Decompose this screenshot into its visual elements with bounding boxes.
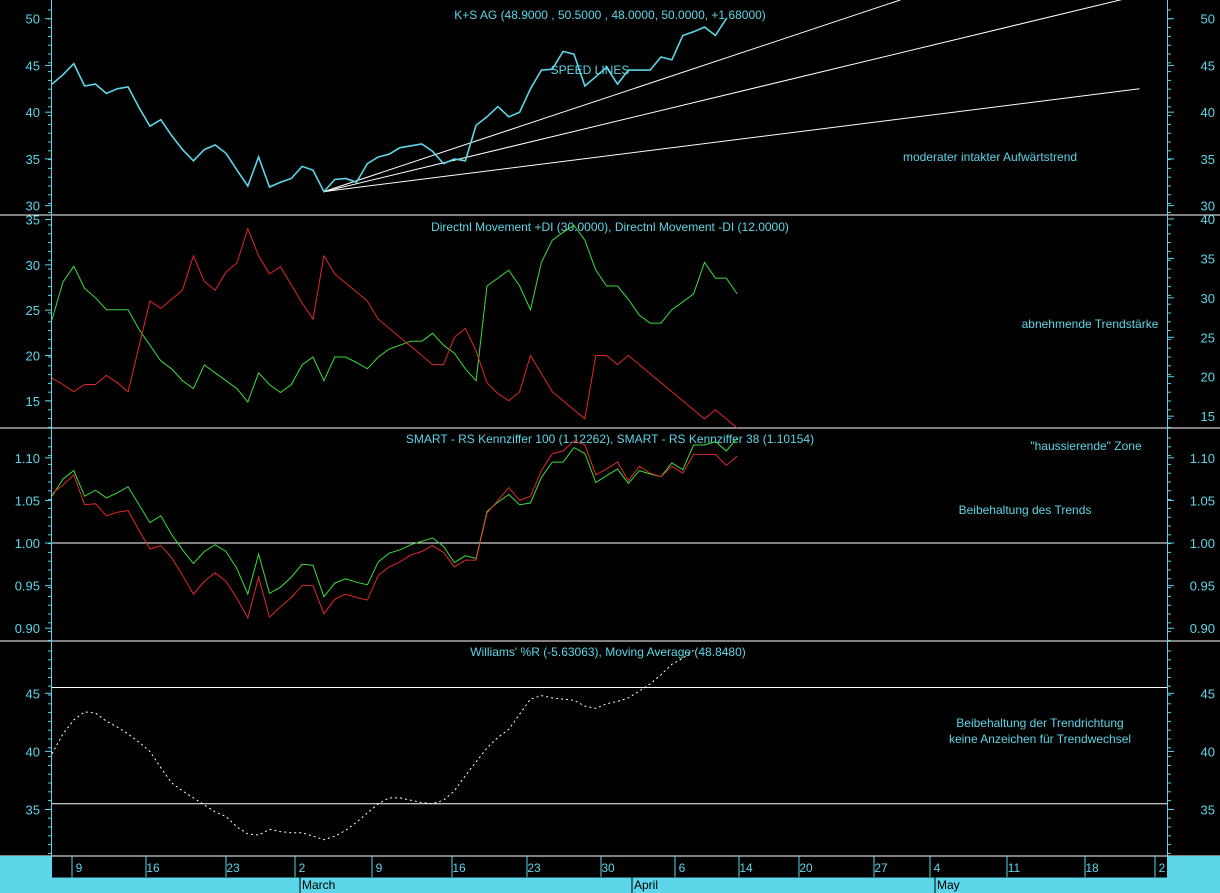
date-label: 30 (601, 861, 615, 875)
date-label: 6 (679, 861, 686, 875)
speed-lines (323, 0, 1140, 193)
y-tick-label-left: 15 (26, 394, 40, 409)
y-tick-label-left: 25 (26, 303, 40, 318)
trend-annotation: moderater intakter Aufwärtstrend (903, 150, 1077, 164)
y-tick-label-right: 30 (1201, 199, 1215, 214)
haussierende-zone-annotation: "haussierende" Zone (1030, 439, 1142, 453)
speed-line (323, 0, 1123, 193)
y-tick-label-right: 35 (1201, 803, 1215, 818)
y-tick-label-right: 50 (1201, 12, 1215, 27)
date-label: 14 (739, 861, 753, 875)
y-tick-label-right: 1.00 (1190, 536, 1215, 551)
y-tick-label-right: 45 (1201, 686, 1215, 701)
y-tick-label-right: 45 (1201, 58, 1215, 73)
month-label: May (937, 878, 960, 892)
y-tick-label-right: 1.10 (1190, 451, 1215, 466)
date-marks: 9 16 23 2 9 16 23 30 6 14 20 27 4 11 18 2 March April May (71, 856, 1166, 893)
y-tick-label-right: 20 (1201, 370, 1215, 385)
panel-frame (0, 214, 1220, 857)
speed-lines-label: SPEED LINES (551, 63, 630, 77)
williams-panel-title: Williams' %R (-5.63063), Moving Average … (470, 645, 746, 659)
month-strip (52, 877, 1167, 893)
date-label: 2 (1159, 861, 1166, 875)
rs38-series-line (51, 440, 738, 620)
y-tick-label-left: 1.10 (15, 451, 40, 466)
y-tick-label-left: 45 (26, 686, 40, 701)
date-label: 23 (226, 861, 240, 875)
y-tick-label-left: 35 (26, 213, 40, 228)
y-tick-label-left: 35 (26, 803, 40, 818)
date-label: 16 (452, 861, 466, 875)
month-label: April (634, 878, 658, 892)
trend-kept-annotation: Beibehaltung des Trends (959, 503, 1092, 517)
date-axis-corner-right (1167, 856, 1220, 893)
y-tick-label-right: 15 (1201, 409, 1215, 424)
y-tick-label-right: 25 (1201, 330, 1215, 345)
y-tick-label-left: 0.95 (15, 579, 40, 594)
y-tick-label-left: 40 (26, 744, 40, 759)
y-tick-label-left: 1.00 (15, 536, 40, 551)
y-tick-label-left: 0.90 (15, 621, 40, 636)
y-tick-label-left: 20 (26, 348, 40, 363)
trend-strength-annotation: abnehmende Trendstärke (1022, 317, 1159, 331)
y-tick-label-right: 0.90 (1190, 621, 1215, 636)
dmi-panel: Directnl Movement +DI (30.0000), Directn… (51, 220, 1159, 429)
rs-panel: SMART - RS Kennziffer 100 (1.12262), SMA… (51, 432, 1167, 620)
y-tick-label-right: 40 (1201, 744, 1215, 759)
date-label: 27 (874, 861, 888, 875)
date-label: 18 (1085, 861, 1099, 875)
date-label: 16 (146, 861, 160, 875)
y-tick-label-left: 1.05 (15, 493, 40, 508)
date-label: 9 (76, 861, 83, 875)
date-label: 2 (299, 861, 306, 875)
date-axis: 9 16 23 2 9 16 23 30 6 14 20 27 4 11 18 2 March April May (0, 856, 1220, 893)
axis-lines (51, 0, 1168, 856)
y-tick-label-right: 35 (1201, 251, 1215, 266)
date-label: 20 (799, 861, 813, 875)
trend-direction-annotation: Beibehaltung der Trendrichtung (956, 716, 1123, 730)
y-tick-label-right: 0.95 (1190, 579, 1215, 594)
date-label: 11 (1008, 861, 1021, 875)
y-tick-label-left: 45 (26, 58, 40, 73)
minus-di-series-line (51, 227, 738, 429)
y-tick-label-right: 40 (1201, 212, 1215, 227)
speed-line (323, 0, 901, 193)
no-reversal-annotation: keine Anzeichen für Trendwechsel (949, 732, 1131, 746)
dmi-panel-title: Directnl Movement +DI (30.0000), Directn… (431, 220, 789, 234)
plus-di-series-line (51, 224, 738, 403)
speed-line (323, 88, 1140, 193)
y-tick-label-left: 50 (26, 12, 40, 27)
date-label: 4 (934, 861, 941, 875)
y-tick-label-right: 1.05 (1190, 493, 1215, 508)
y-tick-label-left: 40 (26, 105, 40, 120)
y-tick-label-right: 30 (1201, 291, 1215, 306)
rs-panel-title: SMART - RS Kennziffer 100 (1.12262), SMA… (406, 432, 814, 446)
date-label: 23 (527, 861, 541, 875)
y-tick-label-right: 40 (1201, 105, 1215, 120)
price-series-line (51, 18, 727, 194)
price-panel-title: K+S AG (48.9000 , 50.5000 , 48.0000, 50.… (454, 8, 766, 22)
y-tick-label-left: 30 (26, 199, 40, 214)
rs100-series-line (51, 437, 738, 598)
y-tick-label-left: 30 (26, 258, 40, 273)
williams-panel: Williams' %R (-5.63063), Moving Average … (51, 645, 1167, 841)
y-tick-label-right: 35 (1201, 152, 1215, 167)
y-tick-label-left: 35 (26, 152, 40, 167)
month-label: March (302, 878, 335, 892)
price-panel: K+S AG (48.9000 , 50.5000 , 48.0000, 50.… (51, 0, 1140, 194)
date-label: 9 (376, 861, 383, 875)
date-axis-corner-left (0, 856, 52, 893)
